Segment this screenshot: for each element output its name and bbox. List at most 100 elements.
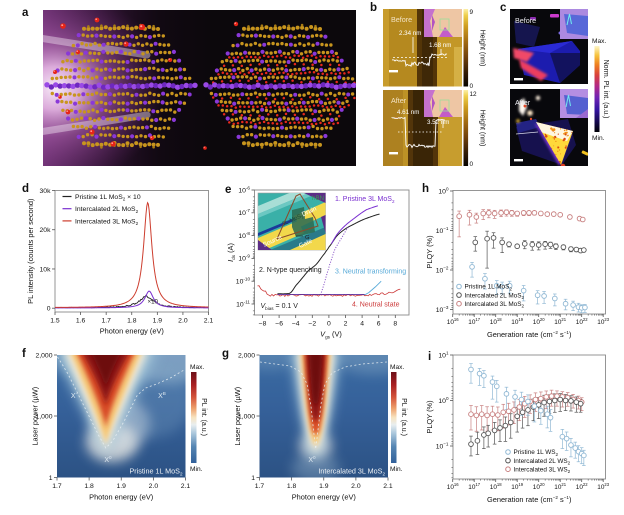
svg-text:100: 100 [438,186,449,195]
svg-text:1017: 1017 [468,317,480,326]
svg-text:1.7: 1.7 [255,483,265,490]
svg-text:2.34 nm: 2.34 nm [399,30,421,37]
svg-text:1.8: 1.8 [127,318,137,325]
svg-text:b: b [370,2,377,14]
svg-text:1018: 1018 [490,482,502,491]
svg-text:−2: −2 [308,321,316,328]
svg-text:Photon energy (eV): Photon energy (eV) [89,493,153,502]
svg-text:2,000: 2,000 [35,352,52,359]
svg-text:10-6: 10-6 [238,185,250,194]
svg-text:After: After [515,98,531,107]
svg-text:Before: Before [391,15,412,24]
svg-text:10-10: 10-10 [236,277,251,286]
svg-text:2.1: 2.1 [204,318,214,325]
svg-text:1017: 1017 [468,482,480,491]
svg-text:10k: 10k [40,266,52,273]
svg-text:3. Neutral transforming: 3. Neutral transforming [335,269,406,276]
svg-text:1.6: 1.6 [76,318,86,325]
svg-text:1023: 1023 [597,317,609,326]
svg-text:1023: 1023 [597,482,609,491]
svg-text:Intercalated 3L MoS2: Intercalated 3L MoS2 [318,467,385,477]
svg-text:hBN: hBN [312,195,324,202]
svg-text:−6: −6 [275,321,283,328]
svg-text:PL int. (a.u.): PL int. (a.u.) [200,398,207,436]
svg-text:1.9: 1.9 [116,483,126,490]
svg-text:Norm. PL int. (a.u.): Norm. PL int. (a.u.) [602,60,609,119]
svg-text:c: c [500,2,507,14]
svg-text:2.1: 2.1 [181,483,191,490]
svg-text:Pristine 1L WS2: Pristine 1L WS2 [514,449,559,457]
svg-text:0: 0 [47,306,51,313]
svg-text:X0: X0 [308,455,316,464]
svg-text:h: h [422,183,429,195]
svg-text:9: 9 [470,9,474,16]
svg-text:e: e [225,184,231,196]
svg-text:0: 0 [470,83,474,90]
svg-text:f: f [22,348,26,360]
svg-text:PLQY (%): PLQY (%) [425,400,434,433]
svg-text:Height (nm): Height (nm) [479,30,486,67]
svg-text:2.0: 2.0 [351,483,361,490]
svg-text:G: G [305,235,310,241]
svg-text:1016: 1016 [447,317,459,326]
svg-text:8: 8 [393,321,397,328]
svg-text:Intercalated 2L MoS2: Intercalated 2L MoS2 [75,206,139,214]
svg-text:−8: −8 [259,321,267,328]
svg-text:PLQY (%): PLQY (%) [425,235,434,268]
svg-text:10−1: 10−1 [436,226,449,235]
svg-text:−4: −4 [292,321,300,328]
svg-text:Photon energy (eV): Photon energy (eV) [100,327,164,336]
svg-text:10-11: 10-11 [236,299,250,308]
svg-text:X0: X0 [104,455,112,464]
svg-text:1.8: 1.8 [84,483,94,490]
svg-text:1021: 1021 [554,317,566,326]
svg-text:Before: Before [515,16,536,25]
svg-text:20k: 20k [40,227,52,234]
svg-text:4.61 nm: 4.61 nm [397,109,419,116]
svg-text:1: 1 [251,475,255,482]
svg-text:30k: 30k [40,188,52,195]
svg-text:2.0: 2.0 [178,318,188,325]
svg-text:10-8: 10-8 [238,231,250,240]
svg-text:1020: 1020 [533,317,545,326]
svg-text:Max.: Max. [592,38,606,45]
svg-text:10-9: 10-9 [238,254,250,263]
svg-text:Photon energy (eV): Photon energy (eV) [292,493,356,502]
svg-text:2.1: 2.1 [383,483,393,490]
svg-text:Laser power (µW): Laser power (µW) [233,387,242,446]
svg-text:6: 6 [377,321,381,328]
svg-text:Ids (A): Ids (A) [226,243,236,262]
svg-text:2: 2 [344,321,348,328]
svg-text:1.9: 1.9 [319,483,329,490]
svg-text:Laser power (µW): Laser power (µW) [31,387,40,446]
svg-text:2. N-type quenching: 2. N-type quenching [259,267,322,274]
svg-text:Intercalated 3L WS2: Intercalated 3L WS2 [514,466,571,474]
svg-text:1021: 1021 [554,482,566,491]
svg-text:Intercalated 3L MoS2: Intercalated 3L MoS2 [75,218,139,226]
svg-text:Pristine 1L MoS2 × 10: Pristine 1L MoS2 × 10 [75,194,141,202]
svg-text:1. Pristine 3L MoS2: 1. Pristine 3L MoS2 [335,196,395,204]
svg-text:12: 12 [470,91,478,98]
svg-text:1,000: 1,000 [238,413,255,420]
svg-text:Min.: Min. [592,135,605,142]
svg-text:1,000: 1,000 [35,413,52,420]
svg-text:Generation rate (cm−2 s−1): Generation rate (cm−2 s−1) [487,330,571,339]
svg-text:1.7: 1.7 [52,483,62,490]
svg-text:Min.: Min. [190,466,203,473]
svg-text:Vbias = 0.1 V: Vbias = 0.1 V [261,303,299,311]
svg-text:Intercalated 2L WS2: Intercalated 2L WS2 [514,458,571,466]
svg-text:1.8: 1.8 [287,483,297,490]
svg-text:10−1: 10−1 [436,441,449,450]
svg-text:Pristine 1L MoS2: Pristine 1L MoS2 [129,467,182,477]
svg-text:1019: 1019 [511,317,523,326]
svg-text:Height (nm): Height (nm) [479,110,486,147]
svg-text:0: 0 [327,321,331,328]
svg-text:Generation rate (cm−2 s−1): Generation rate (cm−2 s−1) [487,495,571,504]
svg-text:Min.: Min. [390,466,403,473]
svg-text:Max.: Max. [190,364,204,371]
svg-text:i: i [428,351,431,363]
svg-text:XB: XB [158,391,166,400]
svg-text:1022: 1022 [576,482,588,491]
svg-text:101: 101 [438,350,449,359]
svg-text:PL intensity (counts per secon: PL intensity (counts per second) [26,199,35,304]
